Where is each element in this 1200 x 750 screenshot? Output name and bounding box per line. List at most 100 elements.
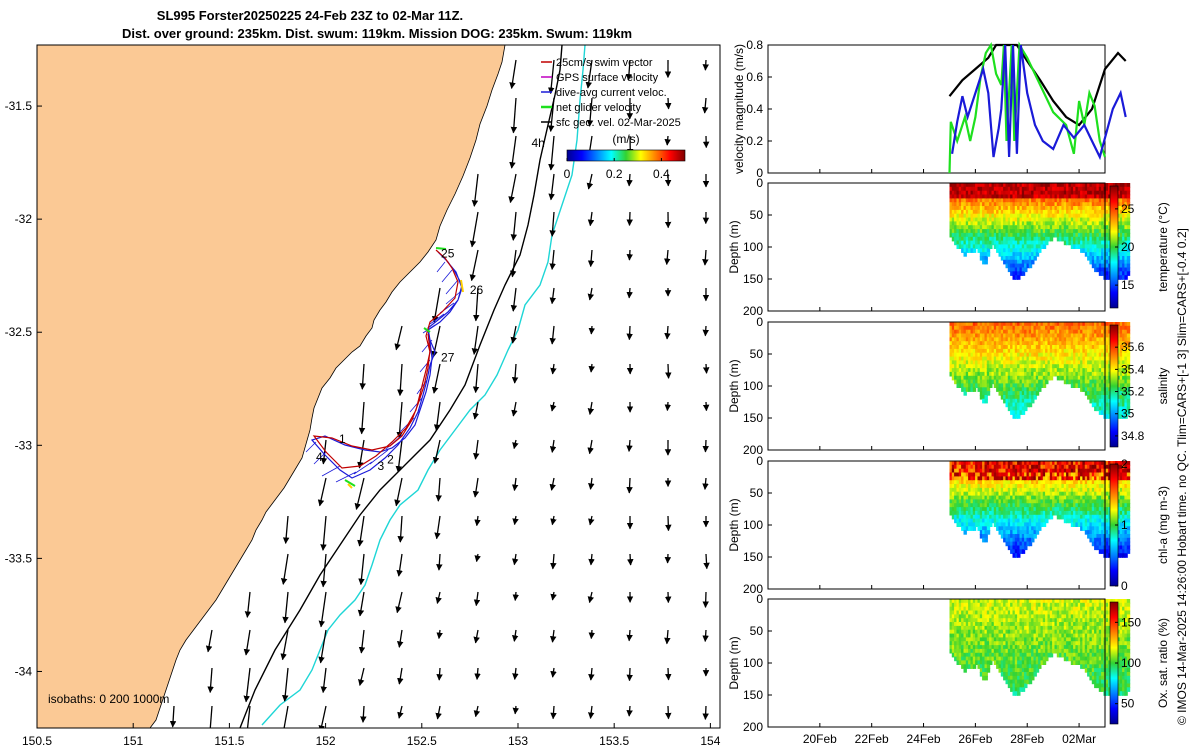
section-cell bbox=[984, 198, 988, 203]
section-cell bbox=[1091, 530, 1096, 535]
section-cell bbox=[975, 368, 979, 373]
section-cell bbox=[1010, 271, 1014, 276]
section-cell bbox=[958, 183, 963, 188]
velocity-arrow bbox=[317, 477, 327, 507]
section-cell bbox=[951, 341, 956, 346]
section-cell bbox=[965, 518, 970, 524]
section-cell bbox=[1094, 341, 1098, 346]
section-cell bbox=[1003, 202, 1007, 207]
section-cell bbox=[1063, 368, 1068, 373]
section-cell bbox=[989, 240, 993, 246]
section-cell bbox=[1007, 256, 1012, 261]
section-cell bbox=[998, 333, 1002, 339]
section-cell bbox=[1096, 464, 1100, 470]
section-cell bbox=[1117, 371, 1121, 377]
section-cell bbox=[1028, 209, 1033, 215]
section-cell bbox=[1026, 236, 1030, 242]
velocity-frame bbox=[767, 44, 1106, 174]
section-cell bbox=[1124, 534, 1128, 539]
section-cell bbox=[1108, 183, 1112, 188]
section-cell bbox=[1005, 537, 1009, 543]
section-cell bbox=[1073, 348, 1077, 354]
section-cell bbox=[1063, 236, 1068, 242]
section-cell bbox=[1031, 379, 1035, 385]
section-cell bbox=[1126, 522, 1131, 527]
section-cell bbox=[1075, 495, 1079, 501]
velocity-arrow bbox=[588, 325, 596, 335]
section-cell bbox=[1068, 240, 1072, 246]
velocity-arrow bbox=[512, 667, 519, 680]
section-cell bbox=[984, 341, 988, 346]
section-cell bbox=[1014, 526, 1019, 531]
section-cell bbox=[961, 371, 965, 377]
section-cell bbox=[1024, 221, 1028, 226]
section-cell bbox=[1124, 322, 1128, 327]
section-cell bbox=[1049, 190, 1054, 196]
section-cell bbox=[951, 322, 956, 327]
section-cell bbox=[1073, 352, 1077, 358]
section-cell bbox=[982, 484, 986, 489]
section-cell bbox=[1049, 484, 1054, 489]
section-cell bbox=[1028, 480, 1033, 485]
section-cell bbox=[1070, 240, 1075, 246]
section-cell bbox=[958, 240, 963, 246]
section-cell bbox=[1070, 209, 1075, 215]
section-cell bbox=[1084, 368, 1089, 373]
velocity-arrow bbox=[397, 667, 404, 685]
section-cell bbox=[1024, 499, 1028, 504]
section-cell bbox=[998, 198, 1002, 203]
section-cell bbox=[1035, 510, 1040, 516]
section-cell bbox=[1033, 232, 1037, 238]
section-cell bbox=[1017, 461, 1021, 466]
section-cell bbox=[954, 232, 958, 238]
section-cell bbox=[1026, 495, 1030, 501]
section-cell bbox=[1021, 406, 1026, 412]
section-cell bbox=[1101, 468, 1105, 474]
section-cell bbox=[993, 229, 998, 234]
section-cell bbox=[963, 487, 967, 493]
section-cell bbox=[979, 236, 984, 242]
section-cell bbox=[996, 229, 1000, 234]
section-cell bbox=[1052, 360, 1056, 365]
section-cell bbox=[1084, 229, 1089, 234]
section-cell bbox=[961, 240, 965, 246]
section-cell bbox=[965, 484, 970, 489]
section-cell bbox=[1024, 503, 1028, 508]
section-cell bbox=[963, 236, 967, 242]
section-cell bbox=[961, 341, 965, 346]
section-cell bbox=[968, 348, 972, 354]
section-cell bbox=[977, 387, 981, 392]
section-cell bbox=[1084, 202, 1089, 207]
section-cell bbox=[1080, 491, 1084, 497]
section-cell bbox=[1084, 190, 1089, 196]
section-cell bbox=[1066, 510, 1070, 516]
section-cell bbox=[1045, 510, 1049, 516]
section-cell bbox=[975, 337, 979, 342]
section-cell bbox=[982, 503, 986, 508]
section-cell bbox=[954, 629, 958, 635]
section-cell bbox=[968, 183, 972, 188]
section-cell bbox=[1075, 240, 1079, 246]
section-cell bbox=[1126, 232, 1131, 238]
section-cell bbox=[1098, 379, 1103, 385]
section-cell bbox=[1089, 337, 1093, 342]
section-cell bbox=[961, 190, 965, 196]
section-cell bbox=[1052, 217, 1056, 223]
section-cell bbox=[1082, 217, 1086, 223]
section-cell bbox=[986, 464, 991, 470]
section-cell bbox=[1024, 329, 1028, 335]
section-cell bbox=[1073, 194, 1077, 200]
velocity-arrow bbox=[702, 705, 709, 720]
section-cell bbox=[975, 217, 979, 223]
section-cell bbox=[1007, 368, 1012, 373]
section-cell bbox=[970, 322, 974, 327]
section-cell bbox=[970, 507, 974, 512]
section-cell bbox=[1000, 375, 1005, 381]
section-cell bbox=[1059, 209, 1063, 215]
section-cell bbox=[1028, 183, 1033, 188]
section-cell bbox=[993, 461, 998, 466]
section-cell bbox=[982, 464, 986, 470]
section-cell bbox=[1012, 480, 1016, 485]
section-cell bbox=[1024, 325, 1028, 331]
section-cell bbox=[1073, 503, 1077, 508]
